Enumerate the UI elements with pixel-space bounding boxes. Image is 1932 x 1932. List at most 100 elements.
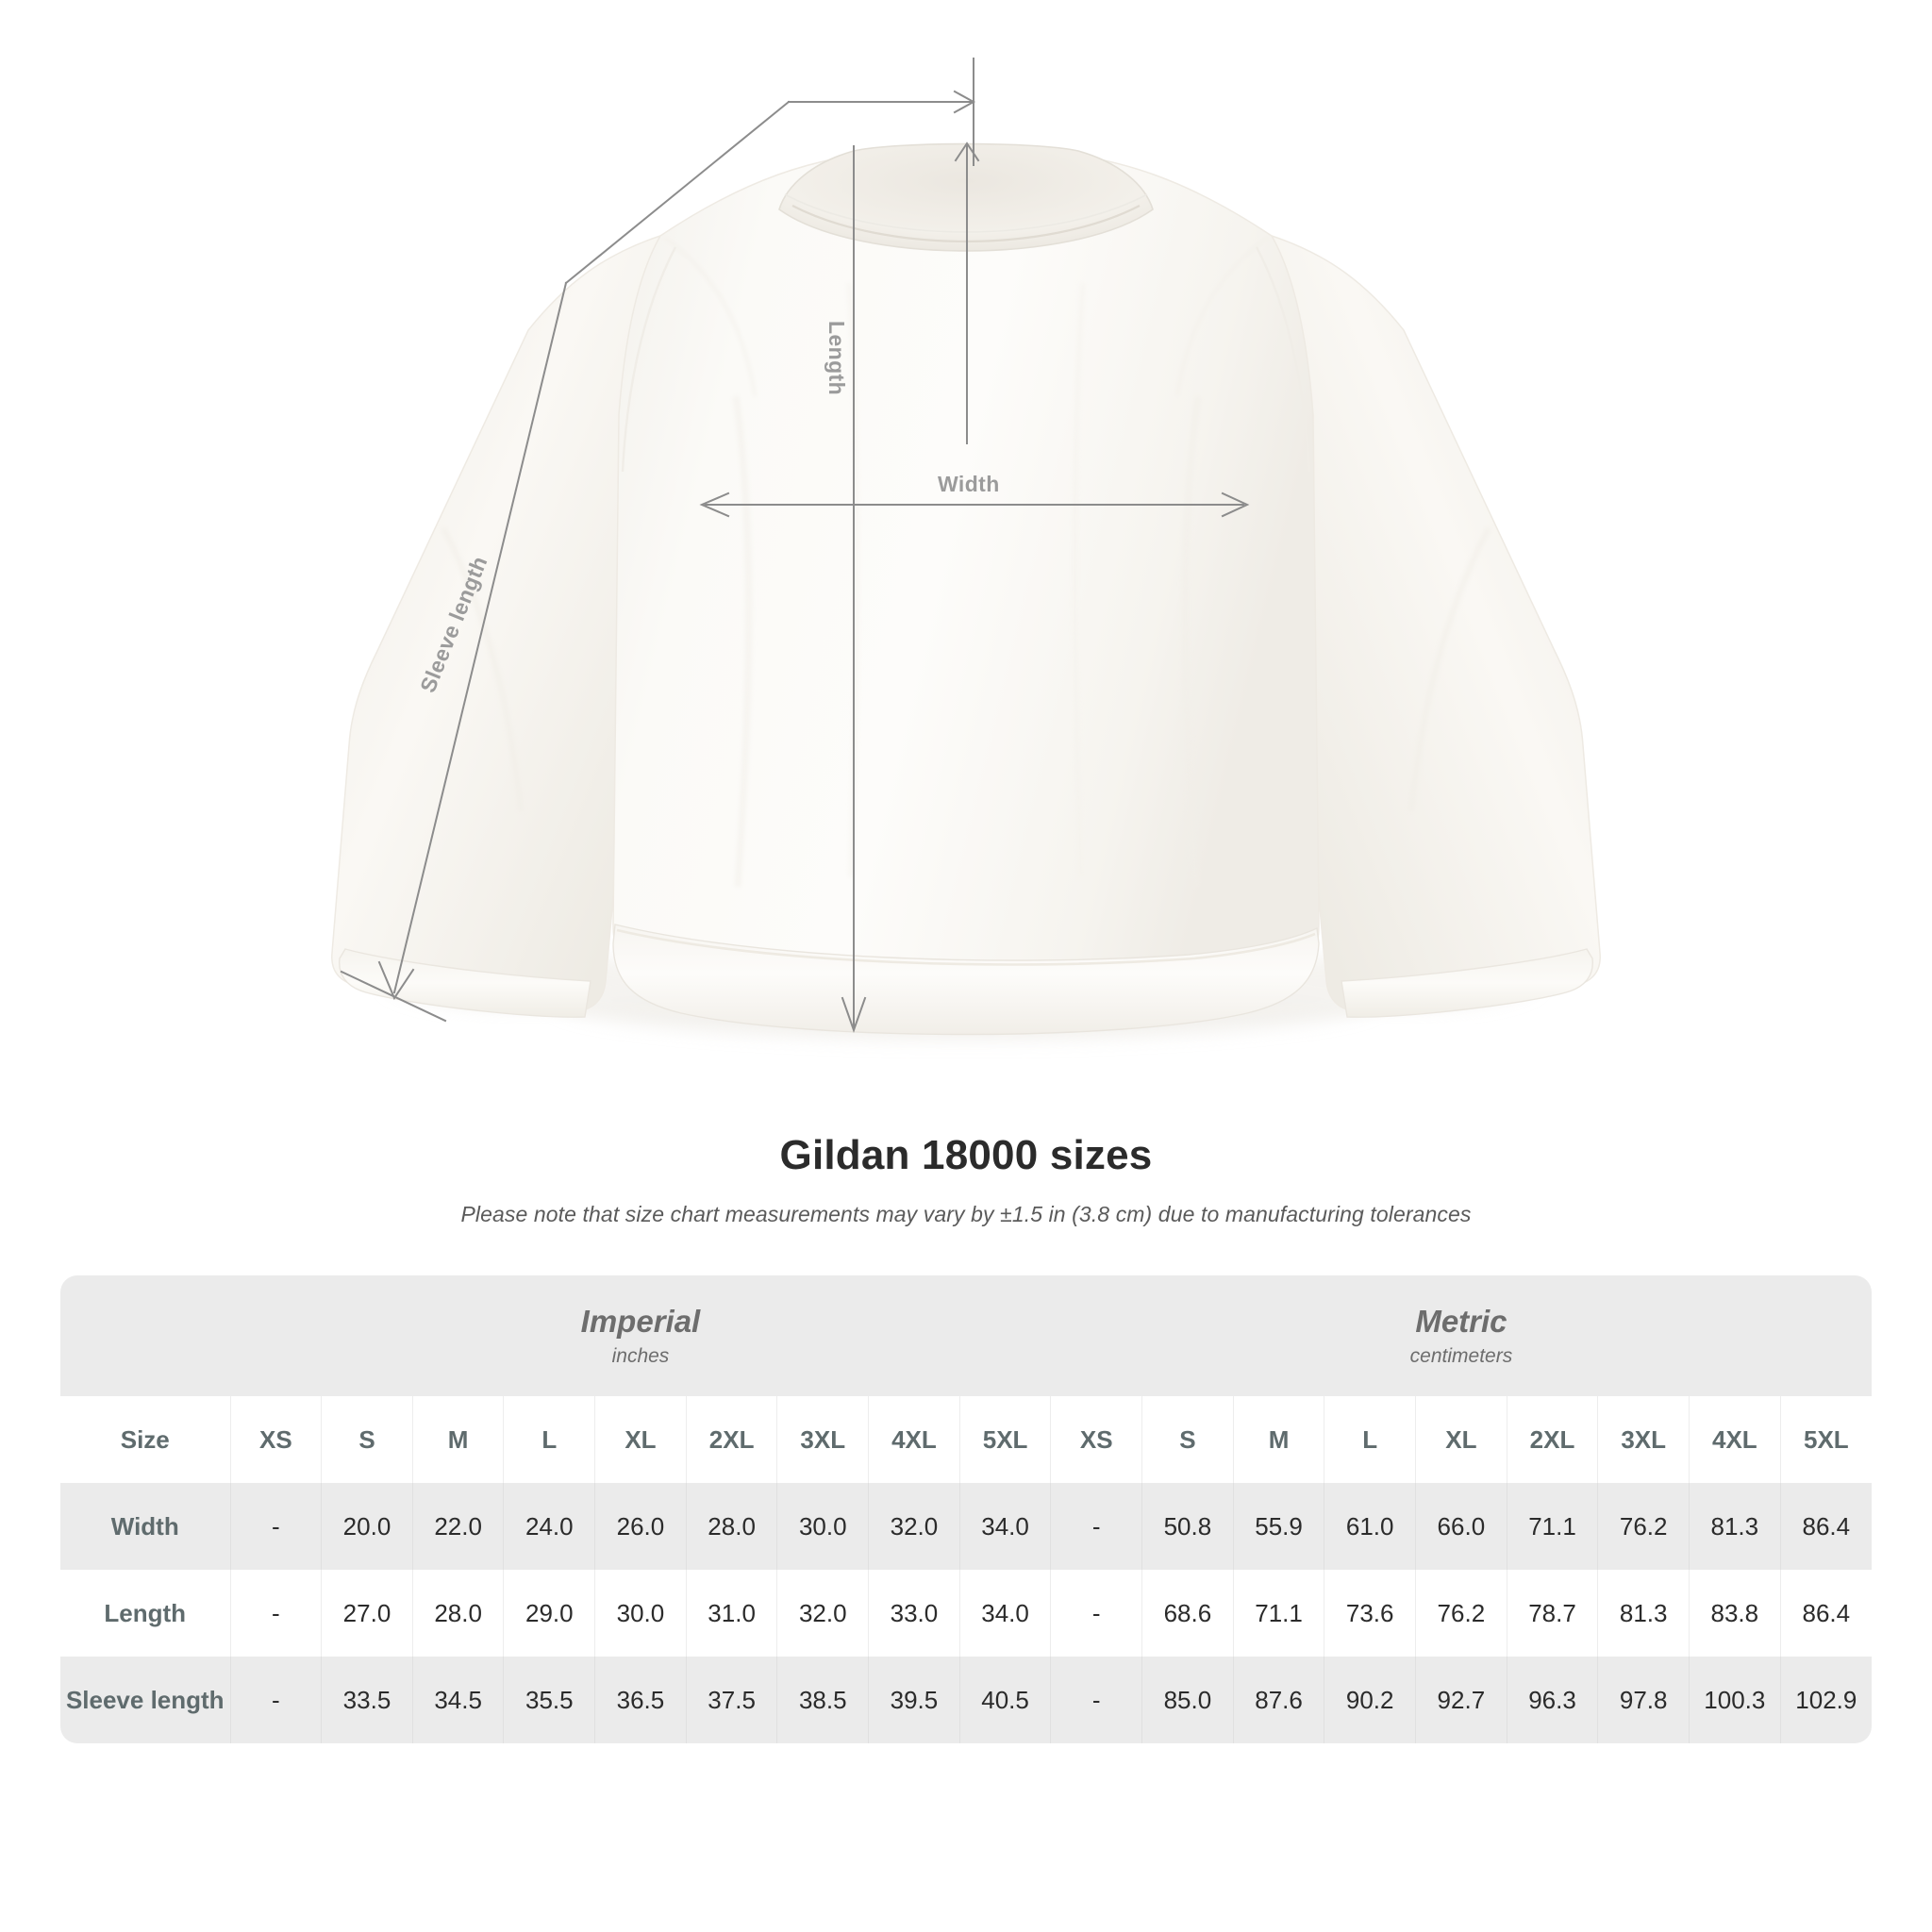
width-arrowhead-left bbox=[699, 491, 730, 518]
right-shoulder-seam bbox=[1255, 246, 1311, 473]
width-arrowhead-right bbox=[1221, 491, 1250, 518]
left-raglan bbox=[663, 237, 756, 397]
cell-sleeve-length-imperial-xs: - bbox=[229, 1657, 322, 1743]
unit-banner-spacer bbox=[60, 1275, 230, 1396]
cell-sleeve-length-metric-2xl: 96.3 bbox=[1506, 1657, 1598, 1743]
cell-length-imperial-4xl: 33.0 bbox=[868, 1570, 960, 1657]
measurement-guides bbox=[340, 58, 1250, 1034]
cell-length-metric-m: 71.1 bbox=[1232, 1570, 1324, 1657]
column-header-imperial-xl: XL bbox=[594, 1396, 687, 1483]
cell-width-metric-xl: 66.0 bbox=[1415, 1483, 1507, 1570]
cell-width-imperial-s: 20.0 bbox=[321, 1483, 413, 1570]
cell-width-imperial-l: 24.0 bbox=[503, 1483, 595, 1570]
cell-width-metric-m: 55.9 bbox=[1232, 1483, 1324, 1570]
cell-length-imperial-5xl: 34.0 bbox=[958, 1570, 1051, 1657]
cell-width-imperial-m: 22.0 bbox=[411, 1483, 504, 1570]
cell-length-imperial-xs: - bbox=[229, 1570, 322, 1657]
cell-width-metric-2xl: 71.1 bbox=[1506, 1483, 1598, 1570]
width-measure-label: Width bbox=[938, 472, 1000, 496]
cell-width-metric-xs: - bbox=[1050, 1483, 1142, 1570]
sleeve-guide-diagonal bbox=[392, 281, 568, 994]
cell-width-metric-s: 50.8 bbox=[1141, 1483, 1234, 1570]
column-header-imperial-2xl: 2XL bbox=[685, 1396, 777, 1483]
sleeve-guide-diagonal-top bbox=[564, 100, 791, 285]
cell-length-imperial-3xl: 32.0 bbox=[776, 1570, 869, 1657]
column-header-imperial-3xl: 3XL bbox=[776, 1396, 869, 1483]
cell-width-imperial-2xl: 28.0 bbox=[685, 1483, 777, 1570]
left-shoulder-seam bbox=[621, 246, 677, 473]
unit-subtitle: centimeters bbox=[1409, 1345, 1513, 1368]
cell-length-imperial-m: 28.0 bbox=[411, 1570, 504, 1657]
title-block: Gildan 18000 sizes Please note that size… bbox=[0, 1132, 1932, 1227]
cell-length-metric-2xl: 78.7 bbox=[1506, 1570, 1598, 1657]
cell-sleeve-length-metric-l: 90.2 bbox=[1324, 1657, 1416, 1743]
column-header-metric-3xl: 3XL bbox=[1597, 1396, 1690, 1483]
sweatshirt-illustration bbox=[331, 142, 1601, 1040]
column-header-size: Size bbox=[60, 1396, 230, 1483]
page-title: Gildan 18000 sizes bbox=[779, 1132, 1153, 1178]
column-header-metric-xl: XL bbox=[1415, 1396, 1507, 1483]
cell-width-imperial-xl: 26.0 bbox=[594, 1483, 687, 1570]
right-cuff bbox=[1341, 948, 1593, 1018]
column-header-metric-2xl: 2XL bbox=[1506, 1396, 1598, 1483]
cell-sleeve-length-metric-s: 85.0 bbox=[1141, 1657, 1234, 1743]
cell-width-metric-4xl: 81.3 bbox=[1689, 1483, 1781, 1570]
length-arrowhead bbox=[841, 996, 867, 1034]
unit-name: Metric bbox=[1415, 1303, 1507, 1339]
cell-length-imperial-2xl: 31.0 bbox=[685, 1570, 777, 1657]
cell-sleeve-length-metric-xs: - bbox=[1050, 1657, 1142, 1743]
cell-length-metric-xs: - bbox=[1050, 1570, 1142, 1657]
cell-width-imperial-xs: - bbox=[229, 1483, 322, 1570]
tolerance-note: Please note that size chart measurements… bbox=[460, 1202, 1472, 1226]
cell-sleeve-length-imperial-m: 34.5 bbox=[411, 1657, 504, 1743]
cell-width-metric-5xl: 86.4 bbox=[1779, 1483, 1872, 1570]
table-row: Sleeve length -33.5 34.5 35.5 36.5 37.5 38.5 39… bbox=[60, 1657, 1872, 1743]
cell-length-metric-5xl: 86.4 bbox=[1779, 1570, 1872, 1657]
unit-subtitle: inches bbox=[611, 1345, 670, 1368]
cell-width-imperial-5xl: 34.0 bbox=[958, 1483, 1051, 1570]
product-figure: Length Width Sleeve length bbox=[331, 58, 1601, 1040]
row-label-length: Length bbox=[60, 1570, 230, 1657]
unit-name: Imperial bbox=[580, 1303, 701, 1339]
cell-sleeve-length-metric-5xl: 102.9 bbox=[1779, 1657, 1872, 1743]
unit-banner-imperial: Imperial inches bbox=[230, 1275, 1051, 1396]
cell-length-metric-4xl: 83.8 bbox=[1689, 1570, 1781, 1657]
row-label-sleeve-length: Sleeve length bbox=[60, 1657, 230, 1743]
right-raglan bbox=[1176, 237, 1269, 397]
cell-length-metric-3xl: 81.3 bbox=[1597, 1570, 1690, 1657]
size-chart-table-wrapper: Imperial inches Metric centimeters Size XS S M… bbox=[60, 1275, 1872, 1743]
column-header-imperial-l: L bbox=[503, 1396, 595, 1483]
cell-length-metric-xl: 76.2 bbox=[1415, 1570, 1507, 1657]
cell-length-imperial-s: 27.0 bbox=[321, 1570, 413, 1657]
table-row: Width -20.0 22.0 24.0 26.0 28.0 30.0 32.0 34.0-5… bbox=[60, 1483, 1872, 1570]
cell-sleeve-length-imperial-2xl: 37.5 bbox=[685, 1657, 777, 1743]
hem-seam bbox=[616, 928, 1316, 966]
unit-banner-metric: Metric centimeters bbox=[1050, 1275, 1872, 1396]
column-header-metric-m: M bbox=[1232, 1396, 1324, 1483]
column-header-imperial-s: S bbox=[321, 1396, 413, 1483]
column-header-metric-5xl: 5XL bbox=[1779, 1396, 1872, 1483]
column-header-imperial-m: M bbox=[411, 1396, 504, 1483]
column-header-metric-4xl: 4XL bbox=[1689, 1396, 1781, 1483]
cell-length-metric-l: 73.6 bbox=[1324, 1570, 1416, 1657]
table-row: Length -27.0 28.0 29.0 30.0 31.0 32.0 33.0 34.0-… bbox=[60, 1570, 1872, 1657]
cell-sleeve-length-imperial-5xl: 40.5 bbox=[958, 1657, 1051, 1743]
cell-width-imperial-3xl: 30.0 bbox=[776, 1483, 869, 1570]
cell-width-metric-l: 61.0 bbox=[1324, 1483, 1416, 1570]
bottom-hem bbox=[612, 924, 1320, 1036]
cell-length-imperial-xl: 30.0 bbox=[594, 1570, 687, 1657]
column-header-imperial-xs: XS bbox=[229, 1396, 322, 1483]
column-header-metric-xs: XS bbox=[1050, 1396, 1142, 1483]
cell-length-metric-s: 68.6 bbox=[1141, 1570, 1234, 1657]
column-header-imperial-5xl: 5XL bbox=[958, 1396, 1051, 1483]
size-header-row: Size XS S M L XL 2XL 3XL 4XL 5XL XS S M L XL 2XL 3XL 4XL 5… bbox=[60, 1396, 1872, 1483]
size-chart-table: Imperial inches Metric centimeters Size XS S M… bbox=[60, 1275, 1872, 1743]
column-header-metric-l: L bbox=[1324, 1396, 1416, 1483]
sleeve-endstop bbox=[340, 970, 447, 1023]
row-label-width: Width bbox=[60, 1483, 230, 1570]
column-header-imperial-4xl: 4XL bbox=[868, 1396, 960, 1483]
cell-sleeve-length-metric-4xl: 100.3 bbox=[1689, 1657, 1781, 1743]
cell-width-metric-3xl: 76.2 bbox=[1597, 1483, 1690, 1570]
cell-sleeve-length-imperial-4xl: 39.5 bbox=[868, 1657, 960, 1743]
length-measure-label: Length bbox=[824, 321, 849, 396]
